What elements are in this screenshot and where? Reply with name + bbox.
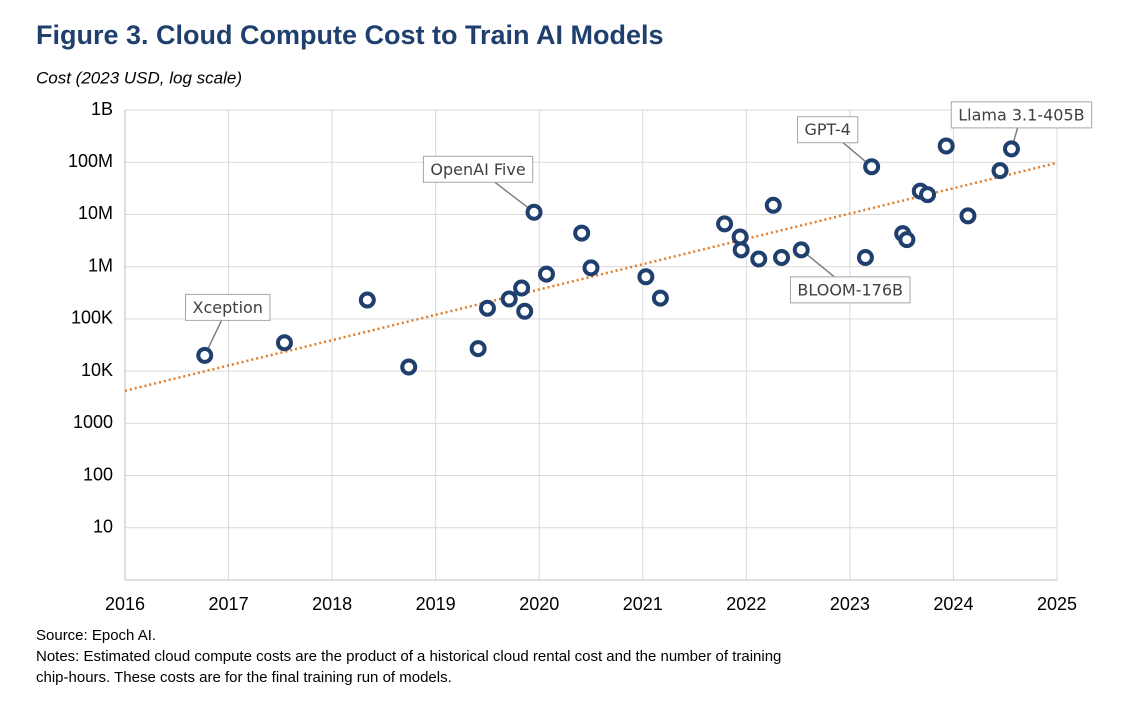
x-tick-label: 2019 <box>416 594 456 614</box>
data-point <box>525 203 543 221</box>
x-tick-label: 2022 <box>726 594 766 614</box>
y-tick-label: 10 <box>93 517 113 537</box>
data-point <box>513 279 531 297</box>
data-point <box>750 250 768 268</box>
data-point <box>573 224 591 242</box>
data-point <box>469 340 487 358</box>
data-point <box>637 268 655 286</box>
data-point <box>1002 140 1020 158</box>
x-tick-label: 2024 <box>933 594 973 614</box>
source: Source: Epoch AI. <box>36 627 156 644</box>
data-point <box>764 196 782 214</box>
data-point <box>856 248 874 266</box>
point-label: Xception <box>193 298 263 317</box>
data-point <box>537 265 555 283</box>
data-point <box>500 290 518 308</box>
data-point <box>732 241 750 259</box>
data-point <box>959 207 977 225</box>
x-tick-label: 2020 <box>519 594 559 614</box>
data-point <box>582 259 600 277</box>
point-label: Llama 3.1-405B <box>958 105 1084 124</box>
data-point <box>651 289 669 307</box>
data-point <box>937 137 955 155</box>
data-point <box>792 241 810 259</box>
point-label: GPT-4 <box>804 120 850 139</box>
data-point <box>773 248 791 266</box>
data-point <box>478 299 496 317</box>
data-point <box>516 302 534 320</box>
x-tick-label: 2023 <box>830 594 870 614</box>
y-tick-label: 100K <box>71 308 113 328</box>
data-point <box>919 186 937 204</box>
label-box <box>185 293 271 321</box>
data-point <box>400 358 418 376</box>
x-tick-label: 2018 <box>312 594 352 614</box>
y-tick-label: 1B <box>91 99 113 119</box>
data-point <box>358 291 376 309</box>
x-tick-label: 2025 <box>1037 594 1077 614</box>
label-box <box>789 276 911 304</box>
x-tick-label: 2021 <box>623 594 663 614</box>
notes: Notes: Estimated cloud compute costs are… <box>36 648 781 665</box>
label-box <box>950 101 1093 129</box>
point-label: OpenAI Five <box>430 160 525 179</box>
point-label: BLOOM-176B <box>797 280 903 299</box>
x-tick-label: 2016 <box>105 594 145 614</box>
notes: chip-hours. These costs are for the fina… <box>36 669 452 686</box>
y-tick-label: 10M <box>78 203 113 223</box>
data-point <box>991 162 1009 180</box>
y-tick-label: 1000 <box>73 412 113 432</box>
chart-title: Figure 3. Cloud Compute Cost to Train AI… <box>36 20 664 50</box>
y-tick-label: 10K <box>81 360 113 380</box>
x-tick-label: 2017 <box>209 594 249 614</box>
data-point <box>275 334 293 352</box>
y-axis-label: Cost (2023 USD, log scale) <box>36 68 242 87</box>
data-point <box>196 346 214 364</box>
data-point <box>716 215 734 233</box>
data-point <box>863 158 881 176</box>
data-point <box>898 231 916 249</box>
label-box <box>796 116 859 144</box>
y-tick-label: 100 <box>83 464 113 484</box>
y-tick-label: 100M <box>68 151 113 171</box>
y-tick-label: 1M <box>88 255 113 275</box>
label-box <box>422 155 534 183</box>
